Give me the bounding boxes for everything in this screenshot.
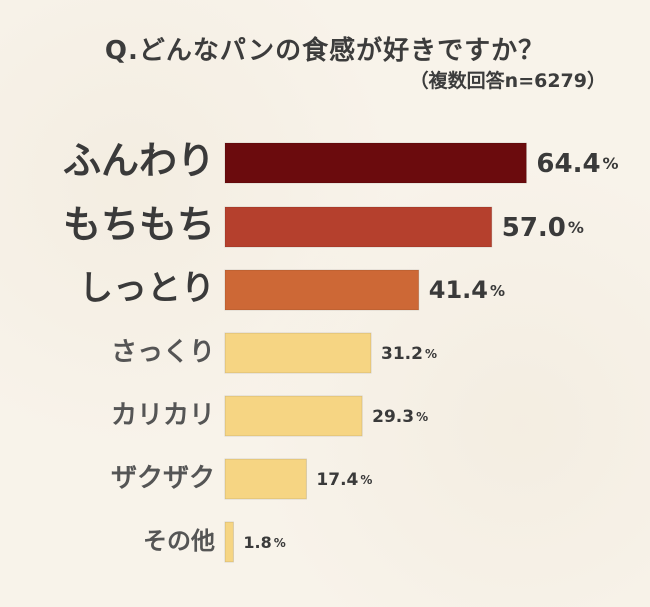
value-label: 1.8% <box>243 533 285 552</box>
value-label: 57.0% <box>502 213 584 243</box>
value-label: 31.2% <box>381 344 437 364</box>
category-label: さっくり <box>111 338 215 368</box>
bar <box>224 142 527 184</box>
bar <box>224 395 363 437</box>
value-label: 64.4% <box>536 149 618 179</box>
bar <box>224 458 307 500</box>
category-label: ふんわり <box>63 139 215 183</box>
value-label: 17.4% <box>316 470 372 490</box>
bar <box>224 521 234 563</box>
chart-subtitle: （複数回答n=6279） <box>409 70 606 92</box>
bar <box>224 206 493 248</box>
category-label: その他 <box>143 527 215 555</box>
category-label: しっとり <box>79 269 215 309</box>
category-label: もちもち <box>63 203 215 247</box>
category-label: ザクザク <box>111 464 215 494</box>
value-label: 41.4% <box>429 276 505 304</box>
value-label: 29.3% <box>372 407 428 427</box>
bar <box>224 332 372 374</box>
category-label: カリカリ <box>111 401 215 431</box>
bar <box>224 269 420 311</box>
chart-title: Q.どんなパンの食感が好きですか？ <box>104 36 546 66</box>
